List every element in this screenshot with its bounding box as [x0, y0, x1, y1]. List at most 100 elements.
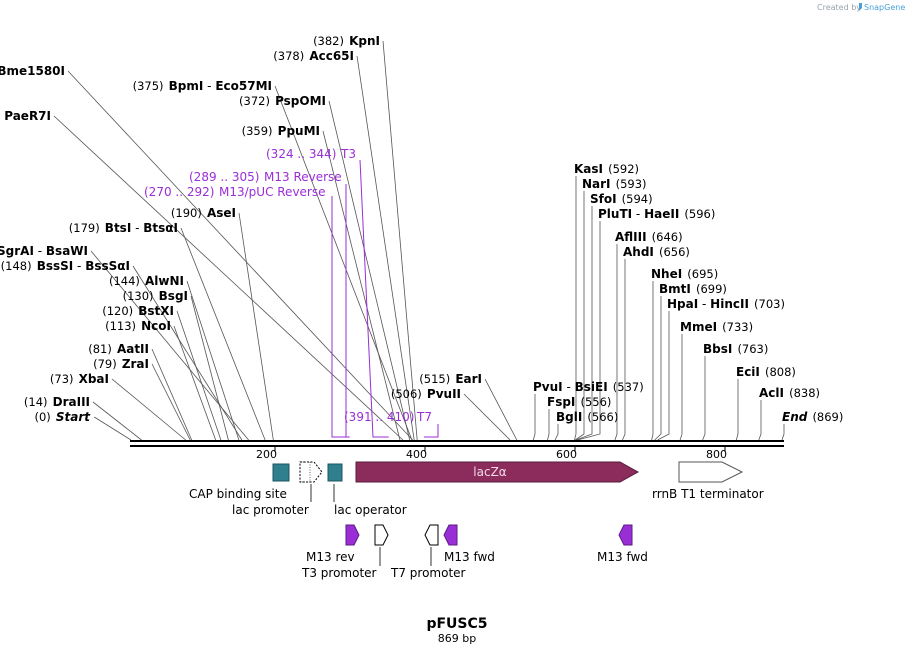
lacz-alpha-arrow[interactable]	[355, 461, 640, 483]
site-label[interactable]: BbsI (763)	[703, 338, 768, 357]
site-label[interactable]: (506) PvuII	[391, 383, 461, 402]
site-leader-line	[758, 400, 762, 441]
tick-label-200: 200	[256, 448, 277, 461]
site-leader-line	[735, 379, 739, 441]
site-enzyme-name: BtsI	[105, 221, 132, 235]
site-label[interactable]: NarI (593)	[582, 173, 647, 192]
site-label[interactable]: (382) KpnI	[313, 30, 380, 49]
site-leader-line	[90, 250, 249, 441]
site-label[interactable]: (73) XbaI	[50, 368, 109, 387]
primer-binding-bracket	[423, 424, 439, 438]
site-leader-line	[238, 212, 274, 441]
site-leader-line	[532, 394, 536, 441]
site-enzyme-name: Eco57MI	[215, 79, 272, 93]
site-leader-lines	[53, 40, 785, 441]
site-label[interactable]: SfoI (594)	[590, 188, 653, 207]
cap-binding-site-box[interactable]	[272, 463, 290, 482]
t7-promoter-arrow[interactable]	[424, 524, 439, 546]
site-label[interactable]: End (869)	[782, 406, 843, 425]
site-leader-line	[547, 409, 550, 441]
site-leader-line	[654, 296, 662, 441]
site-leader-line	[173, 325, 217, 441]
site-leader-line	[614, 244, 618, 441]
tick-label-600: 600	[556, 448, 577, 461]
site-enzyme-name: HpaI	[667, 297, 698, 311]
site-label[interactable]: NheI (695)	[651, 263, 718, 282]
site-label[interactable]: AclI (838)	[759, 382, 820, 401]
site-leader-line	[781, 424, 785, 441]
site-label[interactable]: (179) BtsI - BtsαI	[69, 217, 178, 236]
primer-binding-labels: (324 .. 344) T3 (289 .. 305) M13 Reverse…	[144, 147, 432, 424]
site-label[interactable]: AflIII (646)	[615, 226, 683, 245]
site-label[interactable]: EciI (808)	[736, 361, 796, 380]
site-label[interactable]: (376) ApaI - BanII - BaeGI - Bsp1286I - …	[0, 60, 65, 79]
site-label[interactable]: (157) AgeI - SgrAI - BsaWI	[0, 240, 88, 259]
site-label[interactable]: (144) AlwNI	[109, 270, 184, 289]
primer-binding-leaders	[331, 159, 439, 438]
site-position: (148)	[1, 259, 32, 273]
site-label[interactable]: (515) EarI	[419, 368, 482, 387]
site-position: (838)	[789, 386, 820, 400]
site-enzyme-name: BssSαI	[85, 259, 130, 273]
axis-ticks: 200 400 600 800	[256, 447, 727, 461]
site-label[interactable]: (0) Start	[34, 406, 91, 425]
site-enzyme-name: PspOMI	[275, 94, 326, 108]
site-enzyme-name: AatII	[117, 342, 149, 356]
site-label[interactable]: (359) PpuMI	[242, 120, 320, 139]
site-label[interactable]: BmtI (699)	[659, 278, 727, 297]
site-label[interactable]: (148) BssSI - BssSαI	[1, 255, 130, 274]
m13-rev-primer-arrow[interactable]	[345, 524, 360, 546]
lac-operator-box[interactable]	[327, 463, 343, 482]
site-leader-line	[322, 130, 401, 441]
site-enzyme-name: PluTI	[598, 207, 632, 221]
site-label[interactable]: (113) NcoI	[105, 315, 171, 334]
site-label[interactable]: MmeI (733)	[680, 316, 753, 335]
site-label[interactable]: (190) AseI	[171, 202, 236, 221]
site-leader-line	[463, 393, 511, 441]
site-label[interactable]: (79) ZraI	[93, 353, 149, 372]
site-label[interactable]: (378) Acc65I	[273, 45, 354, 64]
site-position: (190)	[171, 206, 202, 220]
site-label[interactable]: (372) PspOMI	[239, 90, 326, 109]
site-leader-line	[151, 363, 191, 441]
m13-fwd-primer-arrow-1[interactable]	[443, 524, 458, 546]
site-position: (130)	[123, 289, 154, 303]
site-enzyme-name: NcoI	[141, 319, 171, 333]
site-label[interactable]: PluTI - HaeII (596)	[598, 203, 715, 222]
site-leader-line	[577, 221, 601, 441]
site-label[interactable]: (375) BpmI - Eco57MI	[133, 75, 272, 94]
site-position: (120)	[102, 304, 133, 318]
lacz-alpha-label: lacZα	[473, 465, 507, 479]
site-enzyme-name: BssSI	[37, 259, 74, 273]
site-label[interactable]: AhdI (656)	[623, 241, 690, 260]
site-enzyme-name: BsgI	[159, 289, 188, 303]
rrnb-terminator-arrow[interactable]	[678, 461, 744, 483]
credit-logo: Created by SnapGene	[817, 3, 905, 12]
m13-fwd-primer-arrow-2[interactable]	[618, 524, 633, 546]
site-label[interactable]: (120) BstXI	[102, 300, 174, 319]
site-label[interactable]: KasI (592)	[574, 158, 639, 177]
site-enzyme-name: EarI	[455, 372, 482, 386]
site-label[interactable]: FspI (556)	[547, 391, 611, 410]
site-label[interactable]: (14) DraIII	[24, 391, 90, 410]
snapgene-logo-icon	[859, 3, 862, 11]
site-leader-line	[382, 40, 418, 441]
site-enzyme-name: EciI	[736, 365, 760, 379]
site-enzyme-name: PvuI	[533, 380, 563, 394]
primer-t7-name: T7	[416, 410, 432, 424]
site-label[interactable]: (363) AbsI - AvaI - XhoI - BsoBI - PspXI…	[0, 105, 51, 124]
m13-rev-label: M13 rev	[306, 550, 355, 564]
site-label[interactable]: BglI (566)	[556, 406, 618, 425]
site-position: (592)	[608, 162, 639, 176]
site-label[interactable]: (81) AatII	[88, 338, 149, 357]
site-leader-line	[92, 401, 142, 441]
site-label[interactable]: PvuI - BsiEI (537)	[533, 376, 644, 395]
lac-promoter-arrow[interactable]	[299, 461, 323, 483]
site-enzyme-name: ZraI	[122, 357, 149, 371]
site-label[interactable]: (130) BsgI	[123, 285, 188, 304]
feature-row-bottom-leaders	[379, 547, 432, 566]
site-label[interactable]: HpaI - HincII (703)	[667, 293, 785, 312]
m13-fwd-label-1: M13 fwd	[444, 550, 495, 564]
t3-promoter-arrow[interactable]	[374, 524, 389, 546]
